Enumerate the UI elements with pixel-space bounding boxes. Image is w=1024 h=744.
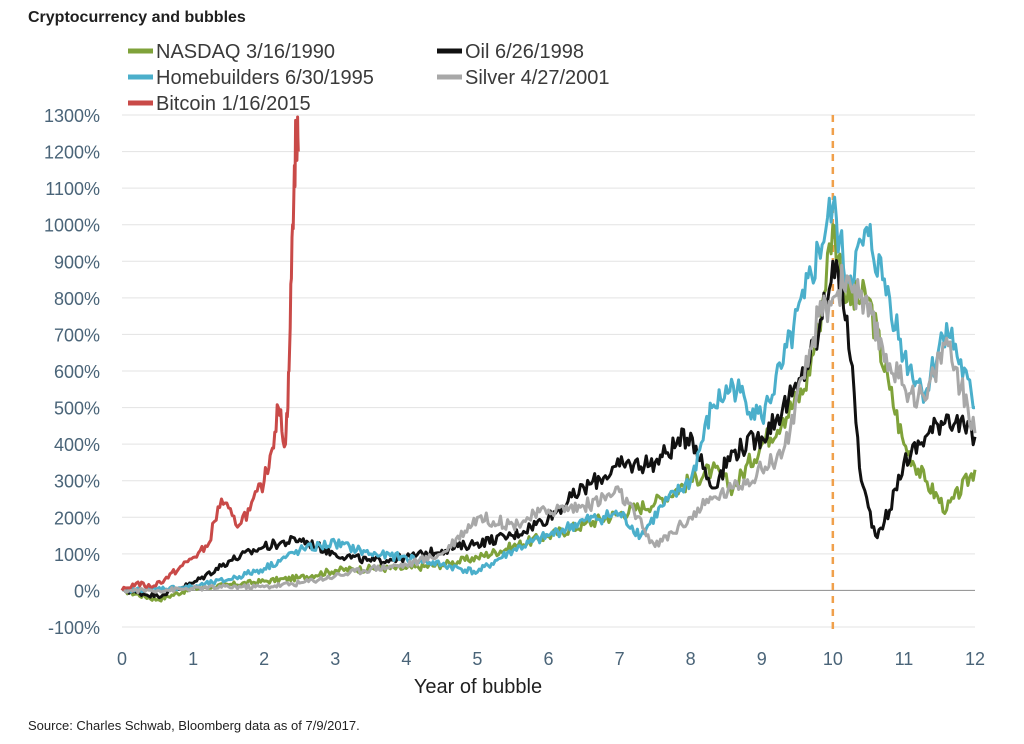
y-tick-label: 500% — [54, 399, 100, 419]
y-tick-label: 600% — [54, 362, 100, 382]
series-line-1 — [121, 259, 977, 600]
legend-label: Oil 6/26/1998 — [465, 41, 584, 63]
y-tick-label: 1200% — [44, 143, 100, 163]
series-lines — [120, 115, 977, 603]
x-axis-label: Year of bubble — [414, 676, 542, 698]
x-tick-label: 3 — [330, 649, 340, 669]
legend-label: Bitcoin 1/16/2015 — [156, 93, 311, 115]
y-tick-label: 0% — [74, 581, 100, 601]
y-tick-label: 900% — [54, 252, 100, 272]
x-tick-label: 0 — [117, 649, 127, 669]
chart-title: Cryptocurrency and bubbles — [28, 9, 246, 26]
legend-label: NASDAQ 3/16/1990 — [156, 41, 335, 63]
legend-label: Silver 4/27/2001 — [465, 67, 610, 89]
source-note: Source: Charles Schwab, Bloomberg data a… — [28, 718, 360, 733]
x-tick-label: 1 — [188, 649, 198, 669]
x-tick-label: 10 — [823, 649, 843, 669]
series-line-3 — [120, 263, 977, 595]
y-tick-label: 300% — [54, 472, 100, 492]
x-axis-ticks: 0 1 2 3 4 5 6 7 8 9 10 11 12 — [117, 649, 985, 669]
x-tick-label: 5 — [472, 649, 482, 669]
y-tick-label: 100% — [54, 545, 100, 565]
y-tick-label: 1000% — [44, 216, 100, 236]
x-tick-label: 9 — [757, 649, 767, 669]
x-tick-label: 2 — [259, 649, 269, 669]
series-line-4 — [120, 115, 300, 592]
y-axis-ticks: -100% 0% 100% 200% 300% 400% 500% 600% 700% 800% 9… — [44, 106, 100, 638]
x-tick-label: 12 — [965, 649, 985, 669]
y-tick-label: 1100% — [45, 179, 100, 199]
x-tick-label: 6 — [543, 649, 553, 669]
x-tick-label: 8 — [686, 649, 696, 669]
legend-label: Homebuilders 6/30/1995 — [156, 67, 374, 89]
y-tick-label: 1300% — [44, 106, 100, 126]
x-tick-label: 4 — [401, 649, 411, 669]
y-tick-label: 200% — [54, 508, 100, 528]
x-tick-label: 7 — [615, 649, 625, 669]
series-line-2 — [120, 195, 976, 594]
x-tick-label: 11 — [895, 649, 914, 669]
y-tick-label: 400% — [54, 435, 100, 455]
y-tick-label: 800% — [54, 289, 100, 309]
legend: NASDAQ 3/16/1990 Oil 6/26/1998 Homebuilder… — [128, 41, 610, 115]
y-tick-label: 700% — [54, 325, 100, 345]
y-tick-label: -100% — [48, 618, 100, 638]
